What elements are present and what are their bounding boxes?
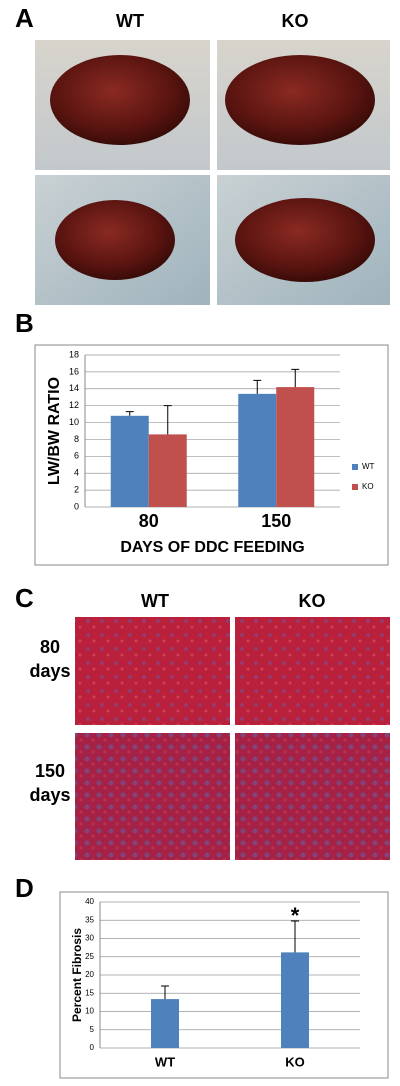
error-bar (163, 405, 172, 435)
y-tick-label: 0 (90, 1043, 95, 1052)
bar (110, 415, 149, 507)
y-tick-label: 30 (85, 934, 94, 943)
x-tick-label: 80 (139, 511, 159, 531)
panel-label: B (15, 308, 34, 338)
chart-frame (59, 891, 389, 1079)
y-tick-label: 18 (69, 349, 79, 359)
error-bar (253, 379, 262, 394)
x-axis-title: DAYS OF DDC FEEDING (120, 539, 304, 556)
legend-label: KO (362, 482, 374, 491)
y-tick-label: 2 (74, 484, 79, 494)
y-tick-label: 14 (69, 383, 79, 393)
bar (148, 434, 187, 507)
histology-photos (75, 617, 390, 860)
error-bar (161, 985, 169, 1000)
y-tick-label: 40 (85, 897, 94, 906)
x-tick-label: 150 (261, 511, 291, 531)
panel-label: D (15, 873, 34, 903)
panel-label: A (15, 3, 34, 33)
y-tick-label: 16 (69, 366, 79, 376)
liver-photos (35, 40, 390, 305)
y-tick-label: 4 (74, 468, 79, 478)
bar (238, 393, 277, 507)
x-tick-label: WT (155, 1054, 175, 1069)
y-axis-title: Percent Fibrosis (70, 928, 84, 1022)
y-tick-label: 35 (85, 915, 94, 924)
y-tick-label: 15 (85, 988, 94, 997)
y-axis-title: LW/BW RATIO (46, 377, 63, 485)
legend-swatch (352, 464, 358, 470)
y-tick-label: 12 (69, 400, 79, 410)
y-tick-label: 20 (85, 970, 94, 979)
row-label: days (29, 785, 70, 805)
y-tick-label: 10 (69, 417, 79, 427)
column-label: KO (299, 591, 326, 611)
bar (276, 387, 315, 507)
x-tick-label: KO (285, 1054, 305, 1069)
y-tick-label: 6 (74, 451, 79, 461)
legend-label: WT (362, 462, 375, 471)
column-label: WT (141, 591, 169, 611)
bar (281, 952, 309, 1048)
error-bar (125, 411, 134, 416)
error-bar (291, 920, 299, 953)
panel-label: C (15, 583, 34, 613)
y-tick-label: 8 (74, 434, 79, 444)
error-bar (291, 368, 300, 388)
row-label: days (29, 661, 70, 681)
chart-frame (34, 344, 389, 566)
column-label: KO (282, 11, 309, 31)
column-label: WT (116, 11, 144, 31)
bar (151, 999, 179, 1048)
row-label: 80 (40, 637, 60, 657)
y-tick-label: 25 (85, 952, 94, 961)
legend-swatch (352, 484, 358, 490)
y-tick-label: 5 (90, 1025, 95, 1034)
y-tick-label: 0 (74, 501, 79, 511)
row-label: 150 (35, 761, 65, 781)
annotation: * (291, 903, 300, 928)
y-tick-label: 10 (85, 1007, 94, 1016)
